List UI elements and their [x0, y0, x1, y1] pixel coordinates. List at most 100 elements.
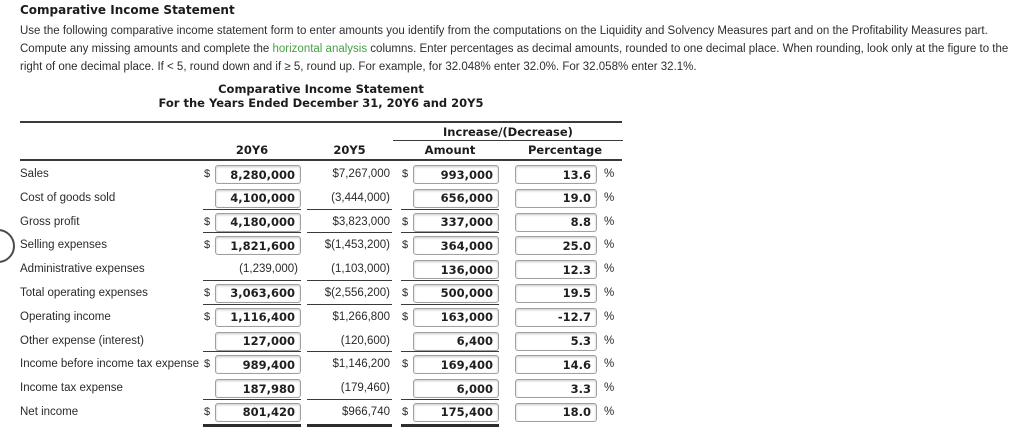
y6-input[interactable]	[215, 379, 301, 399]
cell-amount	[401, 187, 499, 211]
amount-input[interactable]	[413, 283, 499, 303]
amount-input[interactable]	[413, 212, 499, 232]
percentage-input[interactable]	[515, 260, 597, 280]
cell-amount: $	[401, 401, 499, 427]
y6-input[interactable]	[215, 212, 301, 232]
y5-value: (1,103,000)	[331, 263, 390, 276]
accounting-rule	[401, 232, 499, 234]
percentage-input[interactable]	[515, 212, 597, 232]
y6-input[interactable]	[215, 355, 301, 375]
percent-sign: %	[604, 215, 615, 228]
y5-value: (179,460)	[340, 382, 390, 395]
comparative-income-statement-form: Comparative Income Statement For the Yea…	[20, 82, 623, 431]
amount-input[interactable]	[413, 236, 499, 256]
dollar-sign: $	[402, 168, 409, 180]
dollar-sign: $	[402, 286, 409, 299]
cell-amount: $	[401, 211, 499, 235]
percentage-input[interactable]	[515, 236, 597, 256]
table-row: Income tax expense (179,460)%	[20, 377, 622, 401]
y6-input[interactable]	[215, 283, 301, 303]
accounting-rule	[401, 279, 499, 281]
horizontal-analysis-link[interactable]: horizontal analysis	[272, 43, 368, 56]
amount-input[interactable]	[413, 165, 499, 184]
accounting-rule	[203, 423, 301, 427]
percentage-input[interactable]	[515, 283, 597, 303]
amount-input[interactable]	[413, 402, 499, 422]
accounting-rule	[401, 398, 499, 400]
row-label: Selling expenses	[20, 239, 107, 252]
amount-input[interactable]	[413, 307, 499, 327]
cell-20y6: $	[203, 401, 301, 427]
accounting-rule	[307, 279, 392, 281]
percentage-input[interactable]	[515, 355, 597, 375]
y6-input[interactable]	[215, 188, 301, 208]
cell-20y5: $7,267,000	[307, 163, 392, 187]
cell-20y5: $966,740	[307, 401, 392, 427]
amount-input[interactable]	[413, 379, 499, 399]
cell-20y5: (120,600)	[307, 330, 392, 354]
y6-input[interactable]	[215, 307, 301, 327]
percent-sign: %	[604, 239, 615, 252]
dollar-sign: $	[204, 358, 211, 371]
percentage-input[interactable]	[515, 402, 597, 422]
dollar-sign: $	[204, 286, 211, 299]
dollar-sign: $	[204, 239, 211, 252]
amount-input[interactable]	[413, 188, 499, 208]
table-row: Net income $ $966,740 $%	[20, 401, 622, 427]
intro-paragraph: Use the following comparative income sta…	[20, 22, 1020, 77]
cell-percentage	[515, 306, 597, 330]
row-label: Cost of goods sold	[20, 191, 116, 204]
y6-input[interactable]	[215, 165, 301, 184]
statement-title: Comparative Income Statement	[218, 82, 424, 96]
cell-percentage	[515, 353, 597, 377]
percent-sign: %	[604, 382, 615, 395]
cell-20y6	[203, 187, 301, 211]
percentage-input[interactable]	[515, 165, 597, 184]
table-row: Operating income $ $1,266,800 $%	[20, 306, 622, 330]
cell-20y6: $	[203, 282, 301, 306]
amount-input[interactable]	[413, 260, 499, 280]
cell-20y5: (179,460)	[307, 377, 392, 401]
percentage-input[interactable]	[515, 307, 597, 327]
increase-decrease-underline	[393, 140, 623, 141]
column-header-amount: Amount	[424, 143, 476, 157]
y5-value: $7,267,000	[332, 168, 390, 180]
accounting-rule	[307, 303, 392, 305]
percent-sign: %	[604, 263, 615, 276]
cell-amount	[401, 258, 499, 282]
row-label: Total operating expenses	[20, 286, 148, 299]
intro-text-before-link: Use the following comparative income sta…	[20, 25, 988, 56]
column-header-percentage: Percentage	[528, 143, 602, 157]
percentage-input[interactable]	[515, 188, 597, 208]
cell-20y6	[203, 330, 301, 354]
amount-input[interactable]	[413, 355, 499, 375]
cell-percentage	[515, 377, 597, 401]
percentage-input[interactable]	[515, 379, 597, 399]
row-label: Sales	[20, 168, 49, 180]
percentage-input[interactable]	[515, 331, 597, 351]
row-label: Gross profit	[20, 215, 80, 228]
y5-value: $(1,453,200)	[324, 239, 390, 252]
y5-value: (120,600)	[340, 334, 390, 347]
y6-input[interactable]	[215, 331, 301, 351]
header-bottom-rule	[20, 159, 622, 161]
cell-percentage	[515, 330, 597, 354]
cell-20y6: $	[203, 234, 301, 258]
amount-input[interactable]	[413, 331, 499, 351]
accounting-rule	[307, 232, 392, 234]
percent-sign: %	[604, 358, 615, 371]
table-row: Income before income tax expense $ $1,146,…	[20, 353, 622, 377]
accounting-rule	[203, 208, 301, 210]
dollar-sign: $	[402, 215, 409, 228]
dollar-sign: $	[402, 358, 409, 371]
cell-amount: $	[401, 282, 499, 306]
accounting-rule	[401, 303, 499, 305]
y6-input[interactable]	[215, 236, 301, 256]
y6-input[interactable]	[215, 402, 301, 422]
page-title: Comparative Income Statement	[20, 3, 235, 17]
y5-value: $3,823,000	[332, 215, 390, 228]
table-row: Cost of goods sold (3,444,000)%	[20, 187, 622, 211]
accounting-rule	[307, 351, 392, 353]
row-label: Operating income	[20, 310, 111, 323]
accounting-rule	[401, 351, 499, 353]
